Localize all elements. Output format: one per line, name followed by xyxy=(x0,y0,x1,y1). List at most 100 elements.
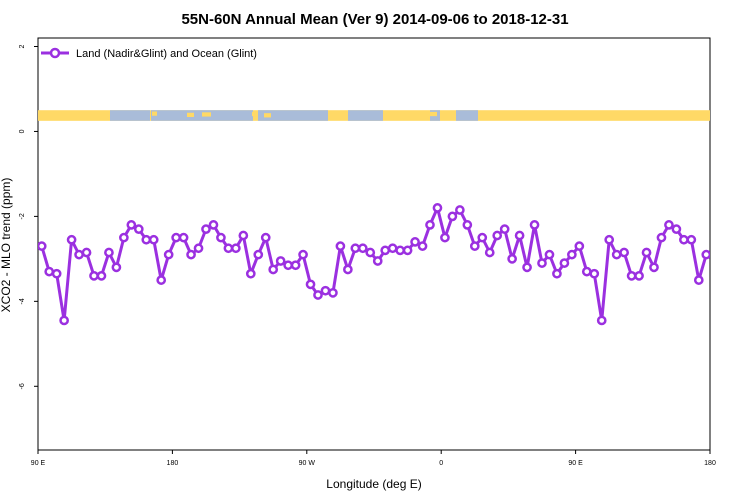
data-point xyxy=(178,232,189,243)
band-ocean xyxy=(258,110,328,121)
data-point xyxy=(664,220,674,230)
band-land xyxy=(252,111,257,117)
y-tick-label: -6 xyxy=(19,383,26,389)
data-point xyxy=(171,232,181,243)
data-point xyxy=(679,234,689,245)
data-point xyxy=(193,243,204,254)
band-land xyxy=(430,111,437,117)
data-point xyxy=(343,264,353,275)
data-point xyxy=(455,205,465,215)
data-point xyxy=(380,245,391,256)
data-point xyxy=(529,220,540,230)
data-point xyxy=(74,249,84,260)
data-point xyxy=(462,220,473,230)
data-point xyxy=(104,247,114,258)
y-tick-label: -2 xyxy=(19,213,26,219)
data-point xyxy=(66,234,77,245)
data-point xyxy=(44,266,55,277)
data-point xyxy=(148,234,159,245)
band-ocean xyxy=(110,110,150,121)
plot-frame xyxy=(37,37,711,451)
data-point xyxy=(440,232,450,243)
band-land xyxy=(332,112,341,117)
data-point xyxy=(514,230,525,241)
band-land xyxy=(187,112,194,118)
chart-title: 55N-60N Annual Mean (Ver 9) 2014-09-06 t… xyxy=(181,11,568,28)
x-tick-label: 180 xyxy=(167,460,179,467)
data-point xyxy=(290,260,301,271)
y-tick-label: 2 xyxy=(19,44,26,48)
data-point xyxy=(119,232,129,243)
data-point xyxy=(693,275,704,285)
data-point xyxy=(634,271,644,281)
data-point xyxy=(245,268,256,279)
y-tick-label: -4 xyxy=(19,298,26,304)
data-point xyxy=(581,266,592,277)
data-point xyxy=(641,247,652,258)
x-axis-label: Longitude (deg E) xyxy=(326,477,421,491)
data-point xyxy=(499,224,510,234)
data-point xyxy=(350,243,361,254)
data-point xyxy=(201,224,211,234)
data-point xyxy=(253,249,264,260)
data-point xyxy=(589,268,600,279)
data-point xyxy=(410,237,420,247)
data-point xyxy=(559,258,570,268)
data-point xyxy=(89,271,99,281)
data-point xyxy=(335,241,346,251)
data-point xyxy=(425,220,435,230)
band-land xyxy=(152,111,157,116)
data-point xyxy=(320,285,331,296)
data-point xyxy=(574,241,585,251)
band-ocean xyxy=(456,110,478,121)
data-point xyxy=(260,232,271,243)
data-point xyxy=(701,249,710,260)
axis-ticks: 90 E 180 90 W 0 90 E 180 2 0 -2 -4 -6 xyxy=(19,44,716,467)
data-point xyxy=(59,315,69,326)
data-point xyxy=(537,258,547,268)
data-point xyxy=(686,234,697,245)
data-point xyxy=(447,211,458,222)
data-point xyxy=(604,234,615,245)
data-point xyxy=(133,224,144,234)
band-ocean xyxy=(208,110,253,121)
data-point xyxy=(141,234,152,245)
data-point xyxy=(126,220,137,230)
land-ocean-band xyxy=(38,110,710,121)
data-point xyxy=(357,243,368,254)
data-point xyxy=(417,241,428,251)
data-point xyxy=(544,249,555,260)
data-point xyxy=(611,249,622,260)
data-point xyxy=(81,247,92,258)
data-point xyxy=(402,245,413,256)
data-point xyxy=(298,249,308,260)
data-point xyxy=(365,247,376,258)
data-point xyxy=(51,268,62,279)
data-point xyxy=(216,232,226,243)
data-point xyxy=(395,245,405,256)
data-point xyxy=(649,262,659,273)
data-point xyxy=(671,224,682,234)
data-point xyxy=(275,256,286,266)
data-point xyxy=(96,271,107,281)
data-point xyxy=(231,243,241,254)
series-layer xyxy=(38,203,710,326)
data-point xyxy=(313,290,323,300)
data-point xyxy=(208,220,219,230)
legend-label: Land (Nadir&Glint) and Ocean (Glint) xyxy=(76,48,257,60)
data-point xyxy=(305,279,316,290)
band-land xyxy=(264,113,271,118)
band-ocean xyxy=(151,110,178,121)
data-point xyxy=(484,247,495,258)
data-point xyxy=(477,232,488,243)
x-tick-label: 90 E xyxy=(31,460,46,467)
data-point xyxy=(619,247,629,258)
data-point xyxy=(372,256,383,266)
data-point xyxy=(163,249,174,260)
data-point xyxy=(596,315,607,326)
data-point xyxy=(38,241,47,251)
data-point xyxy=(626,271,637,281)
data-point xyxy=(111,262,122,273)
data-point xyxy=(186,249,196,260)
